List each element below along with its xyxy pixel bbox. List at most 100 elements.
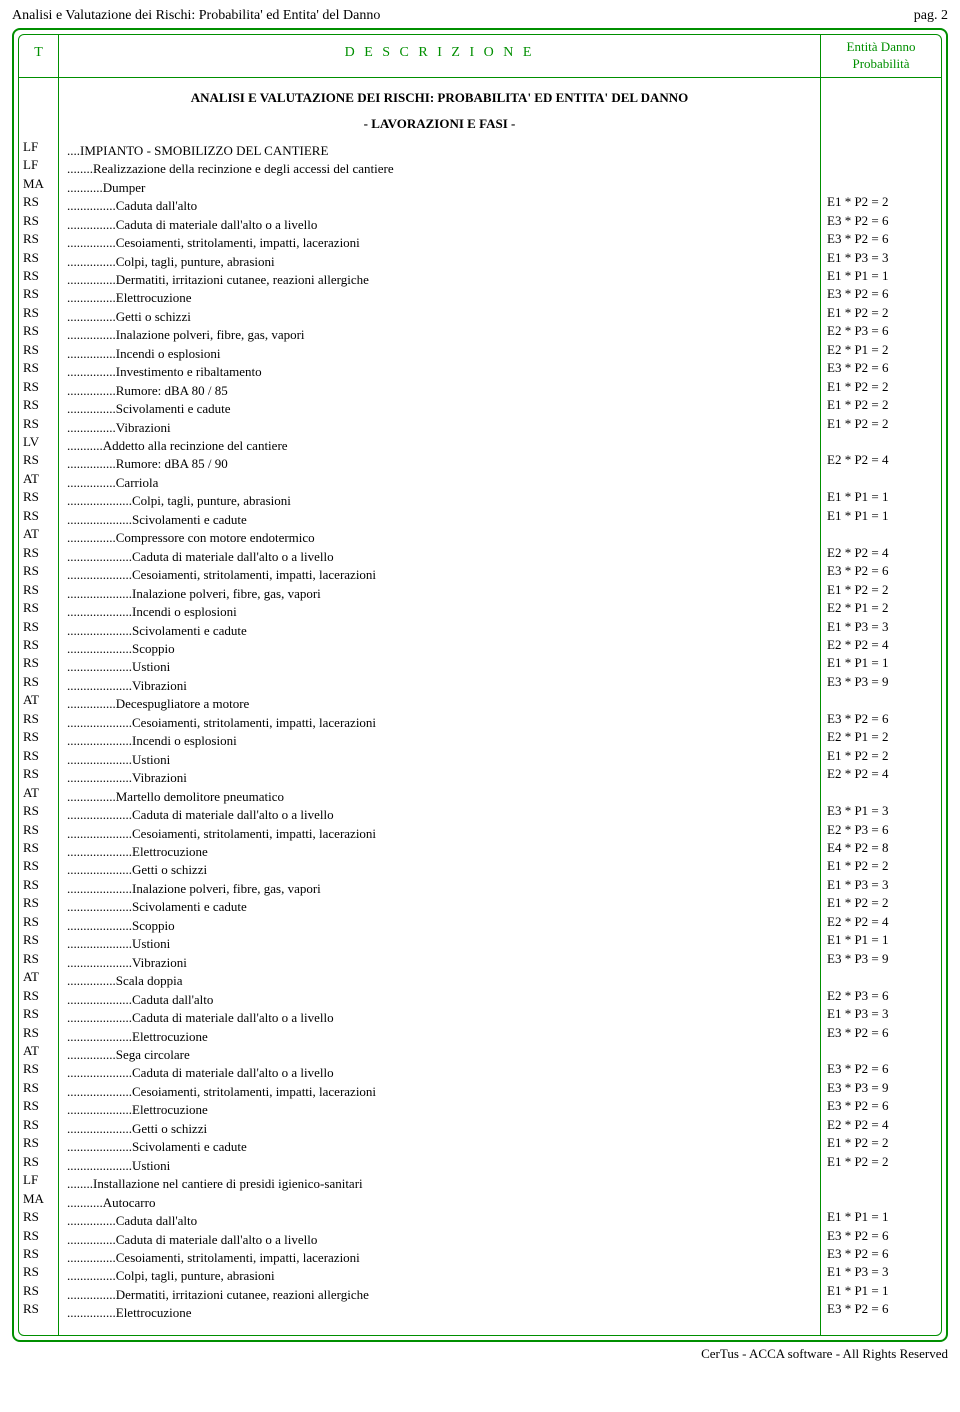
- type-code: RS: [23, 230, 54, 248]
- description-text: ...............Caduta di materiale dall'…: [67, 1231, 812, 1249]
- type-code: RS: [23, 415, 54, 433]
- description-text: ....................Getti o schizzi: [67, 1120, 812, 1138]
- entity-value: E3 * P2 = 6: [827, 562, 935, 580]
- entity-value: [827, 470, 935, 488]
- table-body: LFLFMARSRSRSRSRSRSRSRSRSRSRSRSRSLVRSATRS…: [19, 78, 941, 1335]
- description-text: ....................Ustioni: [67, 658, 812, 676]
- entity-value: E3 * P2 = 6: [827, 1097, 935, 1115]
- entity-value: E1 * P1 = 1: [827, 488, 935, 506]
- type-code: RS: [23, 488, 54, 506]
- entity-value: E1 * P1 = 1: [827, 1282, 935, 1300]
- type-code: RS: [23, 562, 54, 580]
- type-code: RS: [23, 1245, 54, 1263]
- type-code: RS: [23, 304, 54, 322]
- description-text: ....................Scivolamenti e cadut…: [67, 1138, 812, 1156]
- type-code: MA: [23, 1190, 54, 1208]
- entity-value: E3 * P2 = 6: [827, 1300, 935, 1318]
- type-code: RS: [23, 267, 54, 285]
- description-text: ....................Incendi o esplosioni: [67, 603, 812, 621]
- entity-value: [827, 1171, 935, 1189]
- entity-value: E2 * P2 = 4: [827, 544, 935, 562]
- description-text: ...............Martello demolitore pneum…: [67, 788, 812, 806]
- description-text: ....................Ustioni: [67, 935, 812, 953]
- type-code: MA: [23, 175, 54, 193]
- type-code: RS: [23, 1134, 54, 1152]
- type-code: LV: [23, 433, 54, 451]
- description-text: ....................Ustioni: [67, 1157, 812, 1175]
- description-text: ....................Getti o schizzi: [67, 861, 812, 879]
- type-code: RS: [23, 950, 54, 968]
- entity-value: E1 * P3 = 3: [827, 249, 935, 267]
- description-text: ...............Scala doppia: [67, 972, 812, 990]
- entity-value: E3 * P2 = 6: [827, 1227, 935, 1245]
- entity-value: E1 * P2 = 2: [827, 747, 935, 765]
- description-text: ....................Scoppio: [67, 917, 812, 935]
- type-code: RS: [23, 378, 54, 396]
- subsection: - LAVORAZIONI E FASI -: [67, 116, 812, 132]
- entity-value: [827, 156, 935, 174]
- description-text: ....................Caduta di materiale …: [67, 1009, 812, 1027]
- type-code: AT: [23, 691, 54, 709]
- entity-value: E3 * P2 = 6: [827, 1024, 935, 1042]
- entity-value: E1 * P1 = 1: [827, 1208, 935, 1226]
- description-text: ...............Elettrocuzione: [67, 1304, 812, 1322]
- type-code: RS: [23, 857, 54, 875]
- entity-value: E2 * P3 = 6: [827, 322, 935, 340]
- type-code: RS: [23, 765, 54, 783]
- entity-value: E1 * P2 = 2: [827, 193, 935, 211]
- description-text: ...............Caduta dall'alto: [67, 1212, 812, 1230]
- entity-value: E3 * P2 = 6: [827, 285, 935, 303]
- type-code: RS: [23, 396, 54, 414]
- type-code: RS: [23, 931, 54, 949]
- entity-value: E1 * P2 = 2: [827, 396, 935, 414]
- type-code: RS: [23, 876, 54, 894]
- type-code: RS: [23, 1005, 54, 1023]
- inner-frame: T D E S C R I Z I O N E Entità Danno Pro…: [18, 34, 942, 1336]
- entity-value: E2 * P3 = 6: [827, 821, 935, 839]
- column-description: ANALISI E VALUTAZIONE DEI RISCHI: PROBAB…: [59, 78, 821, 1335]
- entity-value: E4 * P2 = 8: [827, 839, 935, 857]
- entity-value: E2 * P2 = 4: [827, 451, 935, 469]
- description-text: ....................Inalazione polveri, …: [67, 880, 812, 898]
- entity-value: E1 * P2 = 2: [827, 1134, 935, 1152]
- entity-value: E2 * P2 = 4: [827, 1116, 935, 1134]
- description-text: ....................Vibrazioni: [67, 677, 812, 695]
- description-text: ...........Dumper: [67, 179, 812, 197]
- type-code: AT: [23, 968, 54, 986]
- description-text: ...............Scivolamenti e cadute: [67, 400, 812, 418]
- entity-value: [827, 525, 935, 543]
- type-code: RS: [23, 913, 54, 931]
- type-code: RS: [23, 1153, 54, 1171]
- description-text: ....................Elettrocuzione: [67, 1101, 812, 1119]
- description-text: ...............Investimento e ribaltamen…: [67, 363, 812, 381]
- description-text: ...............Compressore con motore en…: [67, 529, 812, 547]
- description-text: ...........Addetto alla recinzione del c…: [67, 437, 812, 455]
- type-code: RS: [23, 1079, 54, 1097]
- type-code: RS: [23, 599, 54, 617]
- type-code: RS: [23, 1227, 54, 1245]
- type-code: RS: [23, 747, 54, 765]
- type-code: RS: [23, 1282, 54, 1300]
- entity-value: E3 * P2 = 6: [827, 230, 935, 248]
- description-text: ...............Rumore: dBA 80 / 85: [67, 382, 812, 400]
- header-text: Analisi e Valutazione dei Rischi: Probab…: [12, 8, 380, 24]
- entity-value: E2 * P2 = 4: [827, 765, 935, 783]
- entity-value: [827, 175, 935, 193]
- col-header-entity-line2: Probabilità: [821, 56, 941, 73]
- type-code: RS: [23, 193, 54, 211]
- type-code: RS: [23, 1263, 54, 1281]
- outer-frame: T D E S C R I Z I O N E Entità Danno Pro…: [12, 28, 948, 1342]
- entity-value: E2 * P2 = 4: [827, 913, 935, 931]
- entity-value: E2 * P1 = 2: [827, 599, 935, 617]
- type-code: RS: [23, 359, 54, 377]
- description-text: ........Realizzazione della recinzione e…: [67, 160, 812, 178]
- description-text: ....................Incendi o esplosioni: [67, 732, 812, 750]
- type-code: RS: [23, 451, 54, 469]
- description-text: ...........Autocarro: [67, 1194, 812, 1212]
- description-text: ....................Elettrocuzione: [67, 843, 812, 861]
- type-code: RS: [23, 802, 54, 820]
- description-text: ...............Carriola: [67, 474, 812, 492]
- type-code: RS: [23, 581, 54, 599]
- entity-value: E1 * P1 = 1: [827, 931, 935, 949]
- entity-value: E1 * P3 = 3: [827, 876, 935, 894]
